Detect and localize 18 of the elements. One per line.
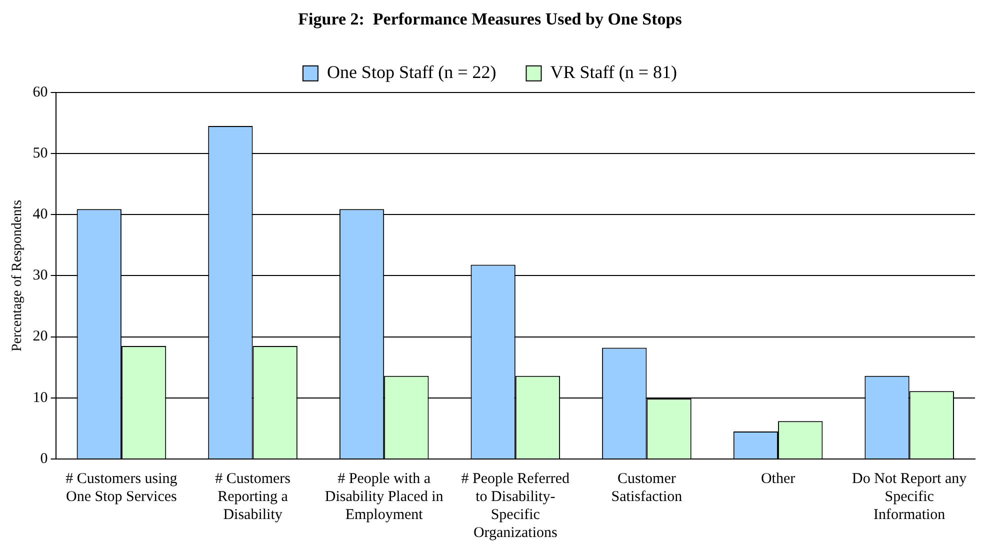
x-tick-label: Customer Satisfaction	[611, 470, 683, 505]
x-tick-label: Do Not Report any Specific Information	[852, 470, 968, 523]
x-tick-label: Other	[760, 470, 796, 487]
chart-title: Figure 2: Performance Measures Used by One Stops	[298, 10, 682, 29]
x-tick-label: # Customers Reporting a Disability	[215, 470, 291, 523]
x-tick-label: # People with a Disability Placed in Employment	[324, 470, 444, 523]
y-tick-label: 30	[32, 268, 48, 284]
y-axis-title: Percentage of Respondents	[10, 200, 26, 352]
y-tick-label: 0	[40, 450, 48, 467]
x-tick-label: # People Referred to Disability-Specific Organizations	[461, 470, 570, 541]
y-tick-label: 50	[32, 145, 48, 162]
legend-label: VR Staff (n = 81)	[550, 62, 678, 82]
legend-label: One Stop Staff (n = 22)	[326, 62, 496, 82]
y-tick-label: 60	[32, 84, 48, 100]
x-tick-label: # Customers using One Stop Services	[66, 470, 178, 505]
y-tick-label: 20	[32, 328, 48, 345]
y-tick-label: 40	[32, 206, 48, 223]
y-tick-label: 10	[32, 390, 48, 406]
